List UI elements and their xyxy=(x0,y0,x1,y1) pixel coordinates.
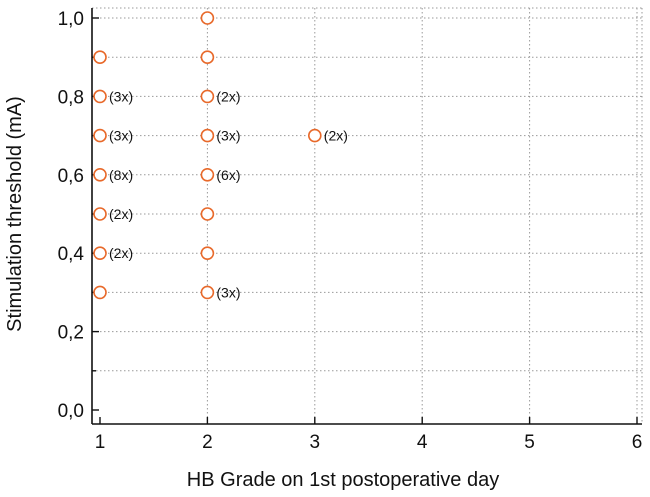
axes xyxy=(91,8,642,425)
data-point xyxy=(93,50,107,65)
data-point xyxy=(200,207,215,221)
data-point xyxy=(200,89,215,104)
data-point xyxy=(200,285,215,300)
data-point xyxy=(200,168,215,182)
x-tick-label: 1 xyxy=(95,432,106,453)
x-tick-label: 3 xyxy=(310,432,321,453)
data-point xyxy=(200,246,215,260)
data-point xyxy=(93,89,107,104)
data-points: (3x) (3x) (8x) (2x) (2x) (2x) (3x) (6x) (3x) (2x) xyxy=(93,11,348,300)
y-axis-title: Stimulation threshold (mA) xyxy=(4,96,26,332)
x-tick-label: 4 xyxy=(417,432,428,453)
y-tick-label: 0,0 xyxy=(58,401,84,422)
data-label: (3x) xyxy=(109,88,133,104)
data-label: (3x) xyxy=(109,128,133,144)
data-point xyxy=(93,246,107,260)
ticks: 1 2 3 4 5 6 0,0 0,2 0,4 0,6 0,8 1,0 xyxy=(58,9,643,453)
data-label: (2x) xyxy=(109,245,133,261)
grid xyxy=(92,7,643,424)
data-label: (6x) xyxy=(216,167,240,183)
y-tick-label: 0,6 xyxy=(58,166,84,187)
x-tick-label: 2 xyxy=(202,432,213,453)
y-tick-label: 0,2 xyxy=(58,323,84,344)
x-tick-label: 6 xyxy=(632,432,643,453)
y-tick-label: 0,8 xyxy=(58,87,84,108)
y-tick-label: 0,4 xyxy=(58,244,85,265)
data-point xyxy=(307,128,322,143)
y-tick-label: 1,0 xyxy=(58,9,84,30)
data-label: (2x) xyxy=(324,128,348,144)
data-point xyxy=(200,128,215,143)
data-point xyxy=(93,207,107,221)
data-point xyxy=(200,11,215,25)
data-label: (2x) xyxy=(109,206,133,222)
data-point xyxy=(93,285,107,300)
data-label: (3x) xyxy=(216,284,240,300)
x-axis-title: HB Grade on 1st postoperative day xyxy=(187,469,499,491)
data-label: (2x) xyxy=(216,88,240,104)
x-tick-label: 5 xyxy=(524,432,535,453)
data-point xyxy=(200,50,215,65)
data-label: (8x) xyxy=(109,167,133,183)
data-point xyxy=(93,128,107,143)
data-point xyxy=(93,168,107,182)
data-label: (3x) xyxy=(216,128,240,144)
